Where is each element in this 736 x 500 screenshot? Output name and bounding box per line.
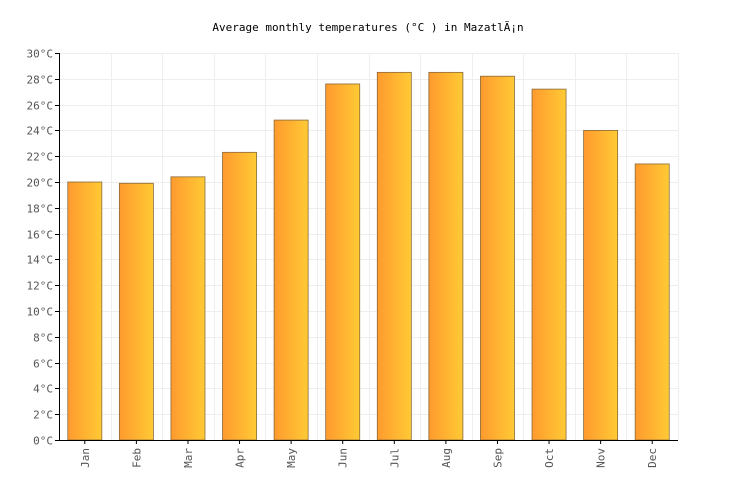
x-tick-label: Sep bbox=[491, 448, 504, 468]
y-tick-label: 24°C bbox=[27, 125, 54, 138]
y-tick-label: 18°C bbox=[27, 203, 54, 216]
x-tick-label: Aug bbox=[440, 448, 453, 468]
y-tick-label: 26°C bbox=[27, 100, 54, 113]
x-axis-ticks: Jan Feb Mar Apr May Jun Jul Aug Sep Oct Nov Dec bbox=[79, 440, 659, 468]
x-tick-label: Nov bbox=[595, 448, 608, 468]
x-tick-label: Jun bbox=[337, 448, 350, 468]
x-tick-label: Jul bbox=[388, 448, 401, 468]
bar-oct bbox=[531, 88, 567, 441]
bar-dec bbox=[634, 163, 670, 441]
x-tick-label: Mar bbox=[182, 448, 195, 468]
x-tick-label: Apr bbox=[234, 448, 247, 468]
chart-title: Average monthly temperatures (°C ) in Ma… bbox=[212, 21, 523, 34]
bar-sep bbox=[480, 75, 515, 441]
bar-apr bbox=[222, 151, 257, 441]
y-tick-label: 20°C bbox=[27, 177, 54, 190]
y-tick-label: 30°C bbox=[27, 48, 54, 61]
bar-nov bbox=[583, 129, 619, 441]
y-tick-label: 0°C bbox=[33, 435, 53, 448]
y-tick-label: 28°C bbox=[27, 74, 54, 87]
y-tick-label: 4°C bbox=[33, 383, 53, 396]
y-tick-label: 6°C bbox=[33, 358, 53, 371]
y-tick-label: 8°C bbox=[33, 332, 53, 345]
x-tick-label: Jan bbox=[79, 448, 92, 468]
gridlines bbox=[59, 53, 679, 441]
bar-jan bbox=[67, 181, 103, 441]
bar-aug bbox=[428, 71, 464, 441]
y-tick-label: 16°C bbox=[27, 229, 54, 242]
y-tick-label: 22°C bbox=[27, 151, 54, 164]
x-tick-label: Dec bbox=[646, 448, 659, 468]
bar-may bbox=[273, 119, 309, 441]
y-axis-ticks: 0°C 2°C 4°C 6°C 8°C 10°C 12°C 14°C 16°C 18°C 20°C 2… bbox=[27, 48, 59, 448]
x-tick-label: May bbox=[285, 448, 298, 468]
y-tick-label: 12°C bbox=[27, 280, 54, 293]
x-tick-label: Feb bbox=[130, 448, 143, 468]
bar-feb bbox=[118, 182, 154, 441]
bar-mar bbox=[170, 176, 206, 441]
x-tick-label: Oct bbox=[543, 448, 556, 468]
bars bbox=[67, 71, 670, 441]
bar-jul bbox=[376, 71, 412, 441]
y-tick-label: 14°C bbox=[27, 254, 54, 267]
y-tick-label: 2°C bbox=[33, 409, 53, 422]
y-tick-label: 10°C bbox=[27, 306, 54, 319]
bar-jun bbox=[325, 83, 361, 441]
